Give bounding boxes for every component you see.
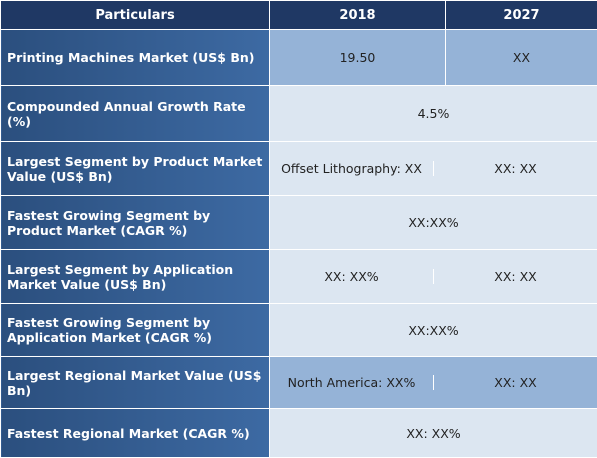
value-2018: Offset Lithography: XX bbox=[270, 161, 434, 176]
split-cell: XX: XX% XX: XX bbox=[270, 250, 597, 304]
row-label: Fastest Regional Market (CAGR %) bbox=[1, 409, 270, 458]
value-2027: XX: XX bbox=[434, 269, 597, 284]
value-2027: XX: XX bbox=[434, 375, 597, 390]
table-row: Largest Segment by Product Market Value … bbox=[1, 142, 597, 196]
table-row: Compounded Annual Growth Rate (%) 4.5% bbox=[1, 86, 597, 142]
value-2027: XX bbox=[446, 30, 597, 86]
split-cell: Offset Lithography: XX XX: XX bbox=[270, 142, 597, 196]
row-label: Printing Machines Market (US$ Bn) bbox=[1, 30, 270, 86]
table-header-row: Particulars 2018 2027 bbox=[1, 1, 597, 30]
header-particulars: Particulars bbox=[1, 1, 270, 30]
merged-value: XX:XX% bbox=[270, 304, 597, 357]
table-row: Largest Regional Market Value (US$ Bn) N… bbox=[1, 357, 597, 409]
merged-value: 4.5% bbox=[270, 86, 597, 142]
row-label: Compounded Annual Growth Rate (%) bbox=[1, 86, 270, 142]
header-2018: 2018 bbox=[270, 1, 446, 30]
row-label: Fastest Growing Segment by Application M… bbox=[1, 304, 270, 357]
value-2018: 19.50 bbox=[270, 30, 446, 86]
table-row: Fastest Growing Segment by Application M… bbox=[1, 304, 597, 357]
value-2027: XX: XX bbox=[434, 161, 597, 176]
table-row: Fastest Regional Market (CAGR %) XX: XX% bbox=[1, 409, 597, 458]
merged-value: XX:XX% bbox=[270, 196, 597, 250]
row-label: Largest Regional Market Value (US$ Bn) bbox=[1, 357, 270, 409]
merged-value: XX: XX% bbox=[270, 409, 597, 458]
row-label: Fastest Growing Segment by Product Marke… bbox=[1, 196, 270, 250]
row-label: Largest Segment by Product Market Value … bbox=[1, 142, 270, 196]
header-2027: 2027 bbox=[446, 1, 597, 30]
table-row: Printing Machines Market (US$ Bn) 19.50 … bbox=[1, 30, 597, 86]
table-row: Largest Segment by Application Market Va… bbox=[1, 250, 597, 304]
value-2018: North America: XX% bbox=[270, 375, 434, 390]
value-2018: XX: XX% bbox=[270, 269, 434, 284]
row-label: Largest Segment by Application Market Va… bbox=[1, 250, 270, 304]
table-row: Fastest Growing Segment by Product Marke… bbox=[1, 196, 597, 250]
split-cell: North America: XX% XX: XX bbox=[270, 357, 597, 409]
